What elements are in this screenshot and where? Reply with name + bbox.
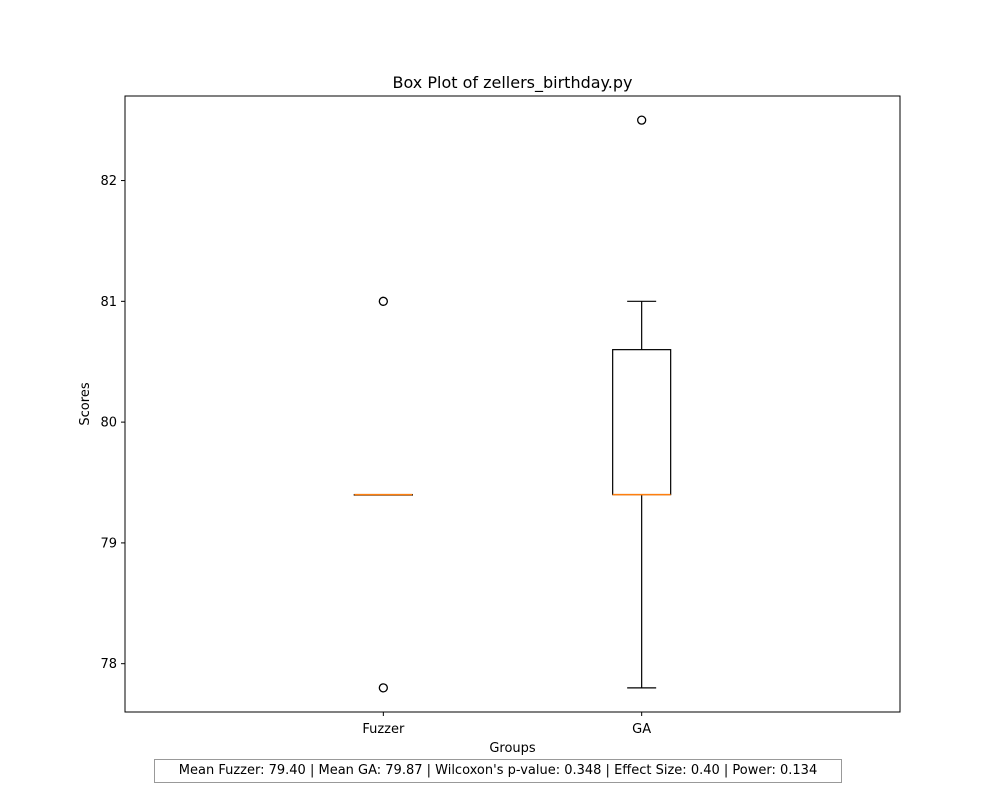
y-tick-label: 80 <box>100 416 117 431</box>
box <box>612 349 672 496</box>
outlier-point <box>637 115 647 125</box>
outlier-point <box>378 296 388 306</box>
y-tick-label: 81 <box>100 295 117 310</box>
chart-title: Box Plot of zellers_birthday.py <box>393 73 633 93</box>
x-tick-label: Fuzzer <box>362 722 405 737</box>
outlier-point <box>378 683 388 693</box>
y-tick-label: 78 <box>100 657 117 672</box>
stats-summary: Mean Fuzzer: 79.40 | Mean GA: 79.87 | Wi… <box>154 759 842 783</box>
plot-frame <box>124 95 901 713</box>
x-tick-label: GA <box>632 722 651 737</box>
y-tick-label: 79 <box>100 536 117 551</box>
y-tick-label: 82 <box>100 174 117 189</box>
x-axis-label: Groups <box>489 741 536 756</box>
y-axis-label: Scores <box>78 382 93 425</box>
